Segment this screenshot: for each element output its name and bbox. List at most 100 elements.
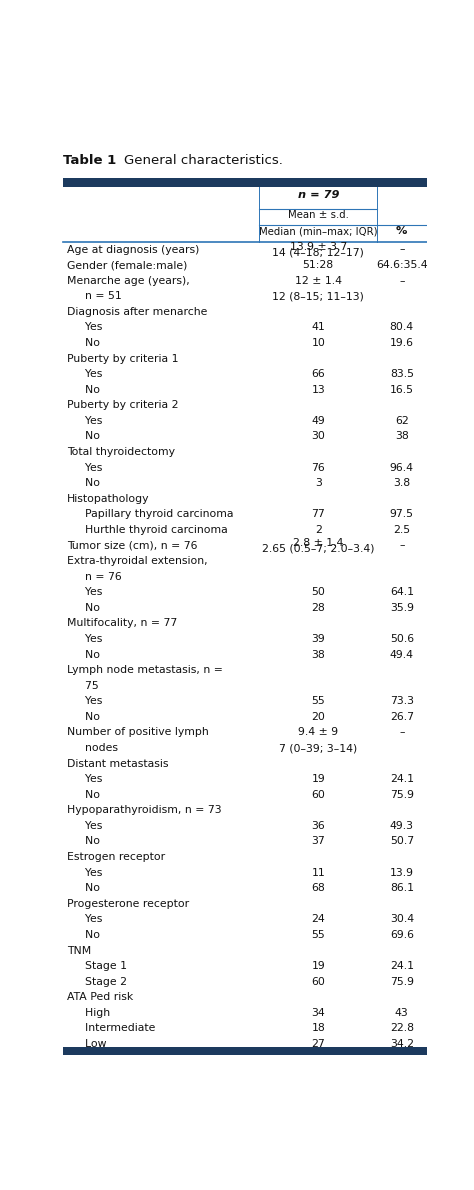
Text: 37: 37 bbox=[311, 837, 325, 846]
Text: 60: 60 bbox=[311, 790, 325, 800]
Text: 10: 10 bbox=[311, 338, 325, 347]
Text: High: High bbox=[78, 1008, 110, 1017]
Text: 43: 43 bbox=[395, 1008, 409, 1017]
Text: 11: 11 bbox=[311, 868, 325, 878]
Text: 68: 68 bbox=[311, 883, 325, 894]
Text: No: No bbox=[78, 712, 100, 722]
Text: Table 1: Table 1 bbox=[63, 154, 116, 167]
Text: 24.1: 24.1 bbox=[390, 962, 414, 971]
Text: 62: 62 bbox=[395, 415, 409, 426]
Text: Total thyroidectomy: Total thyroidectomy bbox=[66, 447, 174, 457]
Bar bbox=[63, 1047, 427, 1054]
Bar bbox=[63, 177, 427, 187]
Text: Intermediate: Intermediate bbox=[78, 1023, 155, 1033]
Text: 3.8: 3.8 bbox=[393, 478, 410, 488]
Text: 13: 13 bbox=[311, 384, 325, 395]
Text: Number of positive lymph: Number of positive lymph bbox=[66, 727, 209, 738]
Text: 34.2: 34.2 bbox=[390, 1039, 414, 1048]
Text: 27: 27 bbox=[311, 1039, 325, 1048]
Text: 16.5: 16.5 bbox=[390, 384, 414, 395]
Text: –: – bbox=[399, 727, 404, 738]
Text: Diagnosis after menarche: Diagnosis after menarche bbox=[66, 307, 207, 317]
Text: Yes: Yes bbox=[78, 463, 102, 472]
Text: 50: 50 bbox=[311, 587, 325, 597]
Text: 50.6: 50.6 bbox=[390, 634, 414, 644]
Text: –: – bbox=[399, 245, 404, 255]
Text: ATA Ped risk: ATA Ped risk bbox=[66, 992, 133, 1002]
Text: 86.1: 86.1 bbox=[390, 883, 414, 894]
Text: 49.4: 49.4 bbox=[390, 650, 414, 659]
Text: 97.5: 97.5 bbox=[390, 509, 414, 519]
Text: 26.7: 26.7 bbox=[390, 712, 414, 722]
Text: 24: 24 bbox=[311, 914, 325, 925]
Text: Gender (female:male): Gender (female:male) bbox=[66, 261, 187, 270]
Text: –: – bbox=[399, 276, 404, 286]
Text: 39: 39 bbox=[311, 634, 325, 644]
Text: 19: 19 bbox=[311, 962, 325, 971]
Text: 49: 49 bbox=[311, 415, 325, 426]
Text: Yes: Yes bbox=[78, 415, 102, 426]
Text: Yes: Yes bbox=[78, 821, 102, 831]
Text: 12 ± 1.4: 12 ± 1.4 bbox=[295, 276, 342, 286]
Text: Yes: Yes bbox=[78, 369, 102, 380]
Text: Extra-thyroidal extension,: Extra-thyroidal extension, bbox=[66, 556, 207, 566]
Text: 77: 77 bbox=[311, 509, 325, 519]
Text: Puberty by criteria 2: Puberty by criteria 2 bbox=[66, 400, 178, 411]
Text: Mean ± s.d.: Mean ± s.d. bbox=[288, 209, 349, 220]
Text: 3: 3 bbox=[315, 478, 322, 488]
Text: TNM: TNM bbox=[66, 946, 91, 956]
Text: 2.65 (0.5–7; 2.0–3.4): 2.65 (0.5–7; 2.0–3.4) bbox=[262, 544, 374, 553]
Text: Papillary thyroid carcinoma: Papillary thyroid carcinoma bbox=[78, 509, 233, 519]
Text: 9.4 ± 9: 9.4 ± 9 bbox=[298, 727, 338, 738]
Text: 75: 75 bbox=[78, 681, 99, 690]
Text: Yes: Yes bbox=[78, 587, 102, 597]
Text: Distant metastasis: Distant metastasis bbox=[66, 758, 168, 769]
Text: Menarche age (years),: Menarche age (years), bbox=[66, 276, 189, 286]
Text: No: No bbox=[78, 384, 100, 395]
Text: 19: 19 bbox=[311, 775, 325, 784]
Text: Yes: Yes bbox=[78, 322, 102, 332]
Text: Yes: Yes bbox=[78, 634, 102, 644]
Text: nodes: nodes bbox=[78, 743, 118, 753]
Text: Median (min–max; IQR): Median (min–max; IQR) bbox=[259, 226, 378, 236]
Text: General characteristics.: General characteristics. bbox=[124, 154, 283, 167]
Text: n = 76: n = 76 bbox=[78, 571, 121, 582]
Text: Progesterone receptor: Progesterone receptor bbox=[66, 898, 189, 909]
Text: 38: 38 bbox=[395, 432, 409, 441]
Text: 60: 60 bbox=[311, 977, 325, 987]
Text: Multifocality, n = 77: Multifocality, n = 77 bbox=[66, 619, 177, 628]
Text: 80.4: 80.4 bbox=[390, 322, 414, 332]
Text: 13.9: 13.9 bbox=[390, 868, 414, 878]
Text: No: No bbox=[78, 883, 100, 894]
Text: %: % bbox=[396, 226, 408, 236]
Text: 66: 66 bbox=[311, 369, 325, 380]
Text: 36: 36 bbox=[311, 821, 325, 831]
Text: 38: 38 bbox=[311, 650, 325, 659]
Text: 75.9: 75.9 bbox=[390, 977, 414, 987]
Text: 41: 41 bbox=[311, 322, 325, 332]
Text: Yes: Yes bbox=[78, 868, 102, 878]
Text: 7 (0–39; 3–14): 7 (0–39; 3–14) bbox=[279, 743, 357, 753]
Text: 2.5: 2.5 bbox=[393, 525, 410, 536]
Text: 2: 2 bbox=[315, 525, 322, 536]
Text: 20: 20 bbox=[311, 712, 325, 722]
Text: 55: 55 bbox=[311, 696, 325, 707]
Text: 12 (8–15; 11–13): 12 (8–15; 11–13) bbox=[272, 292, 364, 301]
Text: Age at diagnosis (years): Age at diagnosis (years) bbox=[66, 245, 199, 255]
Text: 55: 55 bbox=[311, 929, 325, 940]
Text: No: No bbox=[78, 650, 100, 659]
Text: 2.8 ± 1.4: 2.8 ± 1.4 bbox=[293, 538, 344, 547]
Text: Puberty by criteria 1: Puberty by criteria 1 bbox=[66, 353, 178, 364]
Text: Hypoparathyroidism, n = 73: Hypoparathyroidism, n = 73 bbox=[66, 806, 221, 815]
Text: Yes: Yes bbox=[78, 775, 102, 784]
Text: No: No bbox=[78, 790, 100, 800]
Text: 13.9 ± 3.7: 13.9 ± 3.7 bbox=[290, 242, 347, 252]
Text: 24.1: 24.1 bbox=[390, 775, 414, 784]
Text: 83.5: 83.5 bbox=[390, 369, 414, 380]
Text: Histopathology: Histopathology bbox=[66, 494, 149, 503]
Text: Yes: Yes bbox=[78, 914, 102, 925]
Text: n = 51: n = 51 bbox=[78, 292, 121, 301]
Text: 34: 34 bbox=[311, 1008, 325, 1017]
Text: 35.9: 35.9 bbox=[390, 603, 414, 613]
Text: No: No bbox=[78, 929, 100, 940]
